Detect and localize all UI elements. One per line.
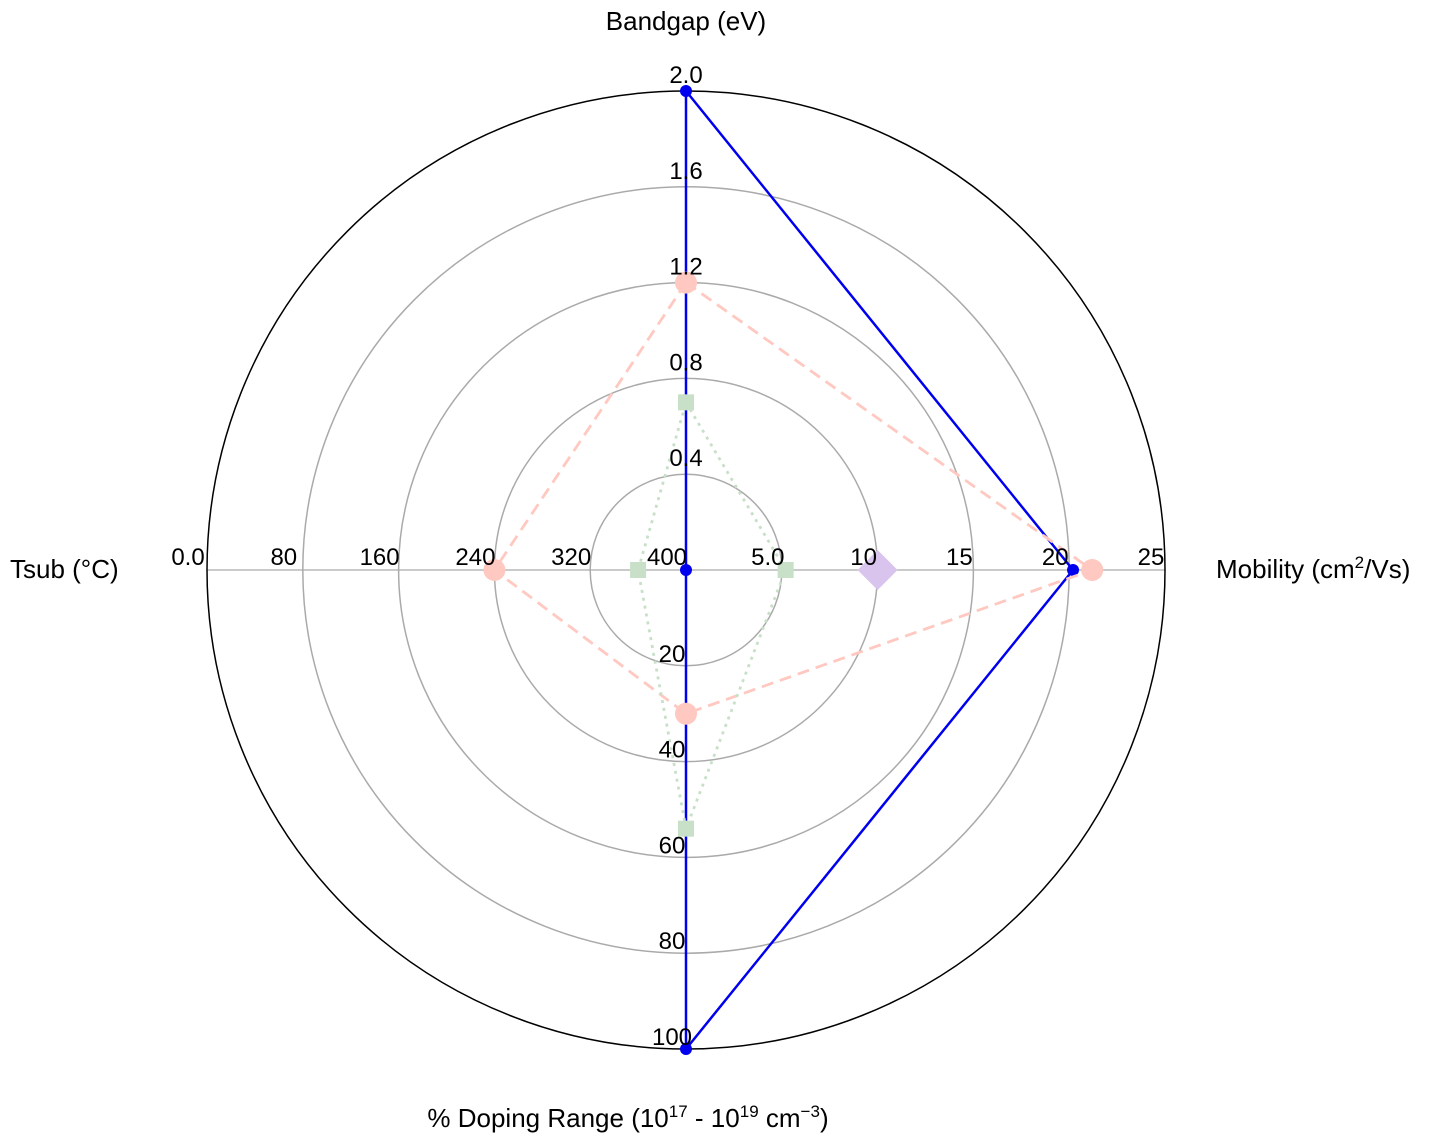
tick-tsub: 160 [360, 544, 400, 571]
tick-doping: 60 [659, 832, 686, 859]
tick-mobility: 5.0 [751, 544, 784, 571]
tick-doping: 40 [659, 737, 686, 764]
tick-doping: 20 [659, 641, 686, 668]
tick-bandgap: 0.8 [669, 349, 702, 376]
tick-mobility: 10 [850, 544, 877, 571]
data-point-mobility [1067, 564, 1080, 576]
tick-bandgap: 2.0 [669, 62, 702, 89]
data-point-doping [680, 1043, 692, 1055]
data-point-bandgap [675, 271, 697, 294]
data-point-mobility [1081, 559, 1104, 581]
data-point-doping [678, 820, 694, 837]
axis-title-doping-sup3: −3 [801, 1102, 820, 1121]
tick-tsub: 400 [647, 544, 687, 571]
tick-mobility: 20 [1042, 544, 1069, 571]
data-point-tsub [680, 564, 692, 576]
tick-doping: 100 [652, 1024, 692, 1051]
tick-tsub: 0.0 [171, 544, 204, 571]
axis-title-doping: % Doping Range (1017 - 1019 cm−3) [427, 1102, 828, 1133]
radar-tick-labels: 0.4 0.8 1.2 1.6 2.0 5.0 10 15 20 25 20 40 60 80 100 400… [171, 62, 1164, 1051]
axis-title-mobility-main: Mobility (cm [1216, 554, 1355, 584]
tick-tsub: 320 [551, 544, 591, 571]
data-point-tsub [483, 559, 506, 581]
tick-tsub: 80 [270, 544, 297, 571]
series-2 [630, 394, 794, 837]
tick-tsub: 240 [455, 544, 495, 571]
tick-bandgap: 0.4 [669, 445, 702, 472]
axis-title-doping-mid: - 10 [688, 1103, 740, 1133]
axis-title-doping-main: % Doping Range (10 [427, 1103, 668, 1133]
radar-series [483, 85, 1104, 1055]
axis-title-tsub: Tsub (°C) [10, 554, 119, 584]
axis-title-doping-tail: ) [820, 1103, 829, 1133]
data-point-doping [675, 702, 697, 725]
axis-title-bandgap: Bandgap (eV) [606, 6, 766, 36]
data-point-mobility [857, 550, 898, 590]
axis-title-mobility-sup: 2 [1355, 553, 1364, 572]
series-3 [857, 550, 898, 590]
data-point-mobility [777, 562, 794, 578]
axis-title-doping-mid2: cm [759, 1103, 801, 1133]
data-point-bandgap [680, 85, 692, 97]
series-line [636, 398, 788, 834]
tick-doping: 80 [659, 928, 686, 955]
axis-title-doping-sup2: 19 [740, 1102, 759, 1121]
data-point-tsub [630, 562, 647, 578]
axis-title-mobility-tail: /Vs) [1364, 554, 1410, 584]
tick-bandgap: 1.6 [669, 158, 702, 185]
tick-bandgap: 1.2 [669, 254, 702, 281]
data-point-bandgap [678, 394, 694, 411]
tick-mobility: 15 [946, 544, 973, 571]
series-line [492, 280, 1096, 716]
series-1 [483, 271, 1104, 725]
tick-mobility: 25 [1138, 544, 1165, 571]
axis-title-doping-sup1: 17 [669, 1102, 688, 1121]
axis-title-mobility: Mobility (cm2/Vs) [1216, 553, 1410, 584]
